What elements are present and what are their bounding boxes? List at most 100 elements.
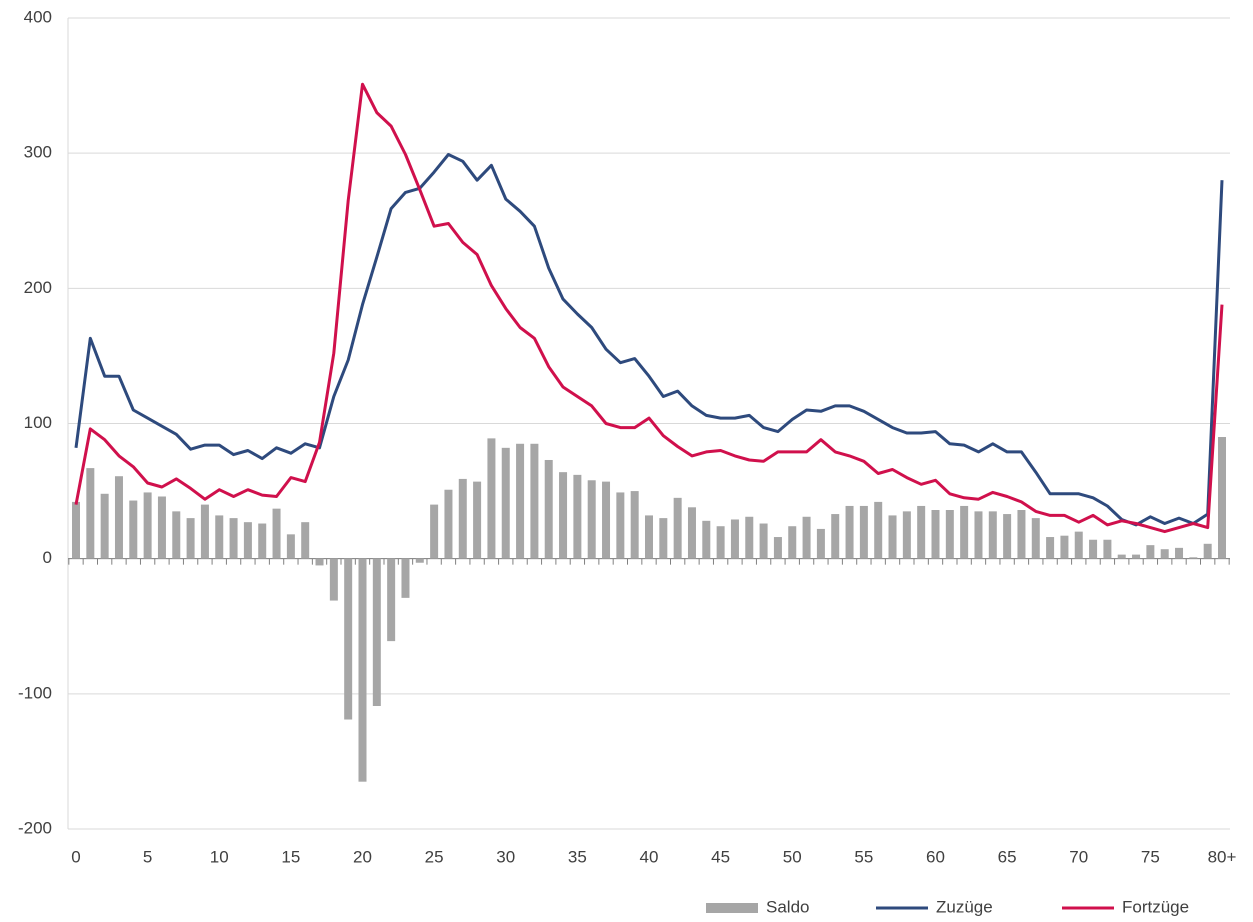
- legend-swatch: [706, 903, 758, 913]
- bar: [1046, 537, 1055, 559]
- x-tick-label: 65: [998, 847, 1017, 866]
- bar: [501, 447, 510, 559]
- bar: [1074, 531, 1083, 559]
- bar: [1189, 557, 1198, 559]
- bar: [559, 472, 568, 559]
- y-tick-label: 200: [24, 278, 52, 297]
- bar: [874, 501, 883, 559]
- bar: [272, 508, 281, 559]
- x-tick-label: 50: [783, 847, 802, 866]
- bar: [945, 510, 954, 559]
- bar: [687, 507, 696, 559]
- legend-label: Fortzüge: [1122, 897, 1189, 916]
- bar: [301, 522, 310, 559]
- bar: [329, 558, 338, 601]
- bar: [573, 474, 582, 559]
- bar: [344, 558, 353, 720]
- bar: [1089, 539, 1098, 559]
- bar: [1175, 547, 1184, 559]
- x-tick-label: 75: [1141, 847, 1160, 866]
- bar: [630, 491, 639, 559]
- bar: [1160, 549, 1169, 559]
- bar: [72, 501, 80, 559]
- bar: [1117, 554, 1126, 559]
- bar: [988, 511, 997, 559]
- bar: [86, 468, 95, 559]
- bar: [372, 558, 381, 706]
- bar: [917, 505, 926, 559]
- bar: [473, 481, 482, 559]
- bar: [960, 505, 969, 559]
- bar: [974, 511, 983, 559]
- bar: [186, 518, 195, 559]
- bar: [1031, 518, 1040, 559]
- y-tick-label: 300: [24, 143, 52, 162]
- bar: [415, 558, 424, 563]
- bar: [358, 558, 367, 782]
- bar: [1103, 539, 1112, 559]
- bar: [157, 496, 166, 559]
- x-tick-label: 40: [640, 847, 659, 866]
- bar: [773, 537, 782, 559]
- bar: [544, 459, 553, 559]
- bar: [788, 526, 797, 559]
- bar: [243, 522, 252, 559]
- x-tick-label: 25: [425, 847, 444, 866]
- bar: [659, 518, 668, 559]
- bar: [859, 505, 868, 559]
- bar: [1146, 545, 1155, 559]
- bar: [716, 526, 725, 559]
- y-tick-label: 100: [24, 413, 52, 432]
- legend-label: Zuzüge: [936, 897, 993, 916]
- bar: [745, 516, 754, 559]
- x-tick-label: 80+: [1208, 847, 1237, 866]
- x-tick-label: 35: [568, 847, 587, 866]
- bar: [100, 493, 109, 559]
- bar: [816, 528, 825, 559]
- bar: [831, 514, 840, 559]
- bar: [401, 558, 410, 598]
- bar: [487, 438, 496, 559]
- x-tick-label: 70: [1069, 847, 1088, 866]
- bar: [702, 520, 711, 559]
- bar: [845, 505, 854, 559]
- bar: [458, 478, 467, 559]
- bar: [430, 504, 439, 559]
- bar: [673, 497, 682, 559]
- bar: [931, 510, 940, 559]
- bar: [730, 519, 739, 559]
- bar: [902, 511, 911, 559]
- bar: [114, 476, 123, 559]
- bar: [1203, 543, 1212, 559]
- bar: [387, 558, 396, 642]
- bar: [129, 500, 138, 559]
- bar: [602, 481, 611, 559]
- bar: [1218, 437, 1226, 559]
- line: [74, 82, 1224, 534]
- bar: [215, 515, 224, 559]
- x-tick-label: 15: [281, 847, 300, 866]
- bar: [143, 492, 152, 559]
- bar: [444, 489, 453, 559]
- bar: [1003, 514, 1012, 559]
- x-tick-label: 0: [71, 847, 80, 866]
- bar: [286, 534, 295, 559]
- x-tick-label: 55: [854, 847, 873, 866]
- x-tick-label: 5: [143, 847, 152, 866]
- x-tick-label: 10: [210, 847, 229, 866]
- y-tick-label: 400: [24, 7, 52, 26]
- bar: [1060, 535, 1069, 559]
- x-tick-label: 20: [353, 847, 372, 866]
- y-tick-label: 0: [43, 548, 52, 567]
- bar: [229, 518, 238, 559]
- x-tick-label: 60: [926, 847, 945, 866]
- bar: [200, 504, 209, 559]
- bar: [315, 558, 324, 566]
- y-tick-label: -200: [18, 818, 52, 837]
- bar: [888, 515, 897, 559]
- bar: [1017, 510, 1026, 559]
- bar: [1132, 554, 1141, 559]
- legend-label: Saldo: [766, 897, 809, 916]
